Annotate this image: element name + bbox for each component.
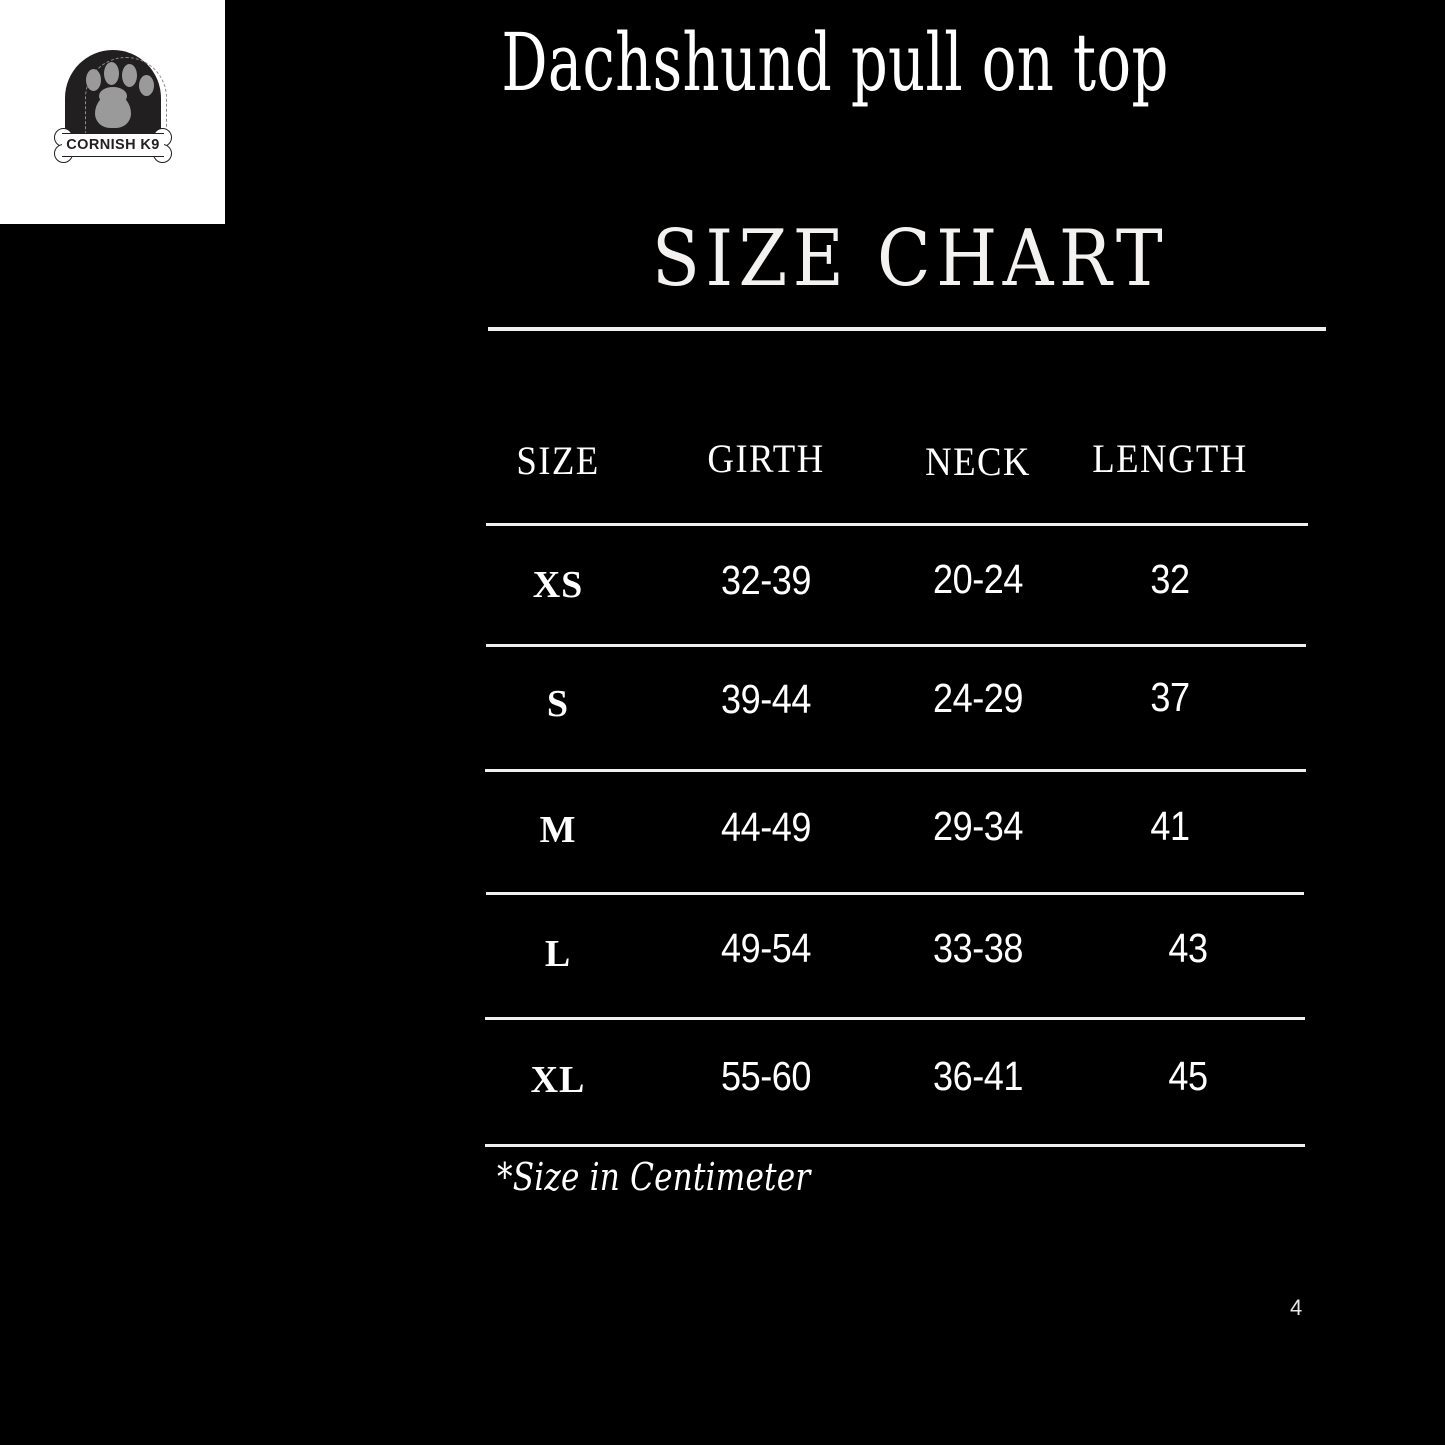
table-row-length: 45	[1168, 1053, 1208, 1099]
table-row-girth: 55-60	[720, 1053, 812, 1099]
paw-toe-3	[122, 64, 137, 87]
table-row-length: 37	[1150, 674, 1190, 720]
logo-bone-banner: CORNISH K9	[52, 118, 174, 172]
table-row-girth: 49-54	[720, 925, 812, 971]
table-row-rule-4	[485, 1017, 1305, 1020]
paw-main-pad-icon	[95, 87, 131, 128]
table-row-rule-1	[486, 644, 1306, 647]
table-row-length: 41	[1150, 803, 1190, 849]
table-row-rule-2	[485, 769, 1306, 772]
table-row-rule-3	[486, 892, 1304, 895]
table-row-size: L	[544, 933, 572, 975]
table-row-neck: 20-24	[932, 556, 1024, 602]
column-header-neck: NECK	[925, 439, 1031, 484]
table-row-size: XS	[532, 564, 584, 606]
page-number: 4	[1290, 1295, 1303, 1320]
bone-center-bar	[62, 133, 164, 157]
table-row-neck: 36-41	[932, 1053, 1024, 1099]
table-row-size: S	[546, 683, 570, 725]
column-header-length: LENGTH	[1092, 436, 1248, 481]
paw-toe-1	[86, 69, 101, 91]
cornish-k9-logo-icon: CORNISH K9	[52, 50, 174, 178]
page-title: SIZE CHART	[651, 214, 1169, 304]
product-title: Dachshund pull on top	[501, 16, 1169, 109]
table-row-size: XL	[530, 1059, 586, 1101]
paw-toe-2	[104, 62, 119, 85]
table-bottom-rule	[485, 1144, 1305, 1147]
table-top-rule	[488, 327, 1326, 331]
table-row-girth: 39-44	[720, 676, 812, 722]
table-row-length: 43	[1168, 925, 1208, 971]
table-header-rule	[486, 523, 1308, 526]
table-row-neck: 24-29	[932, 675, 1024, 721]
table-row-girth: 44-49	[720, 804, 812, 850]
brand-logo-panel: CORNISH K9	[0, 0, 225, 224]
table-row-neck: 33-38	[932, 925, 1024, 971]
table-row-girth: 32-39	[720, 557, 812, 603]
brand-name-text: CORNISH K9	[66, 137, 160, 153]
table-row-size: M	[539, 809, 577, 851]
table-row-neck: 29-34	[932, 803, 1024, 849]
column-header-size: SIZE	[516, 438, 600, 483]
column-header-girth: GIRTH	[707, 436, 825, 481]
units-footnote: *Size in Centimeter	[497, 1155, 811, 1199]
table-row-length: 32	[1150, 556, 1190, 602]
paw-toe-4	[139, 75, 154, 96]
